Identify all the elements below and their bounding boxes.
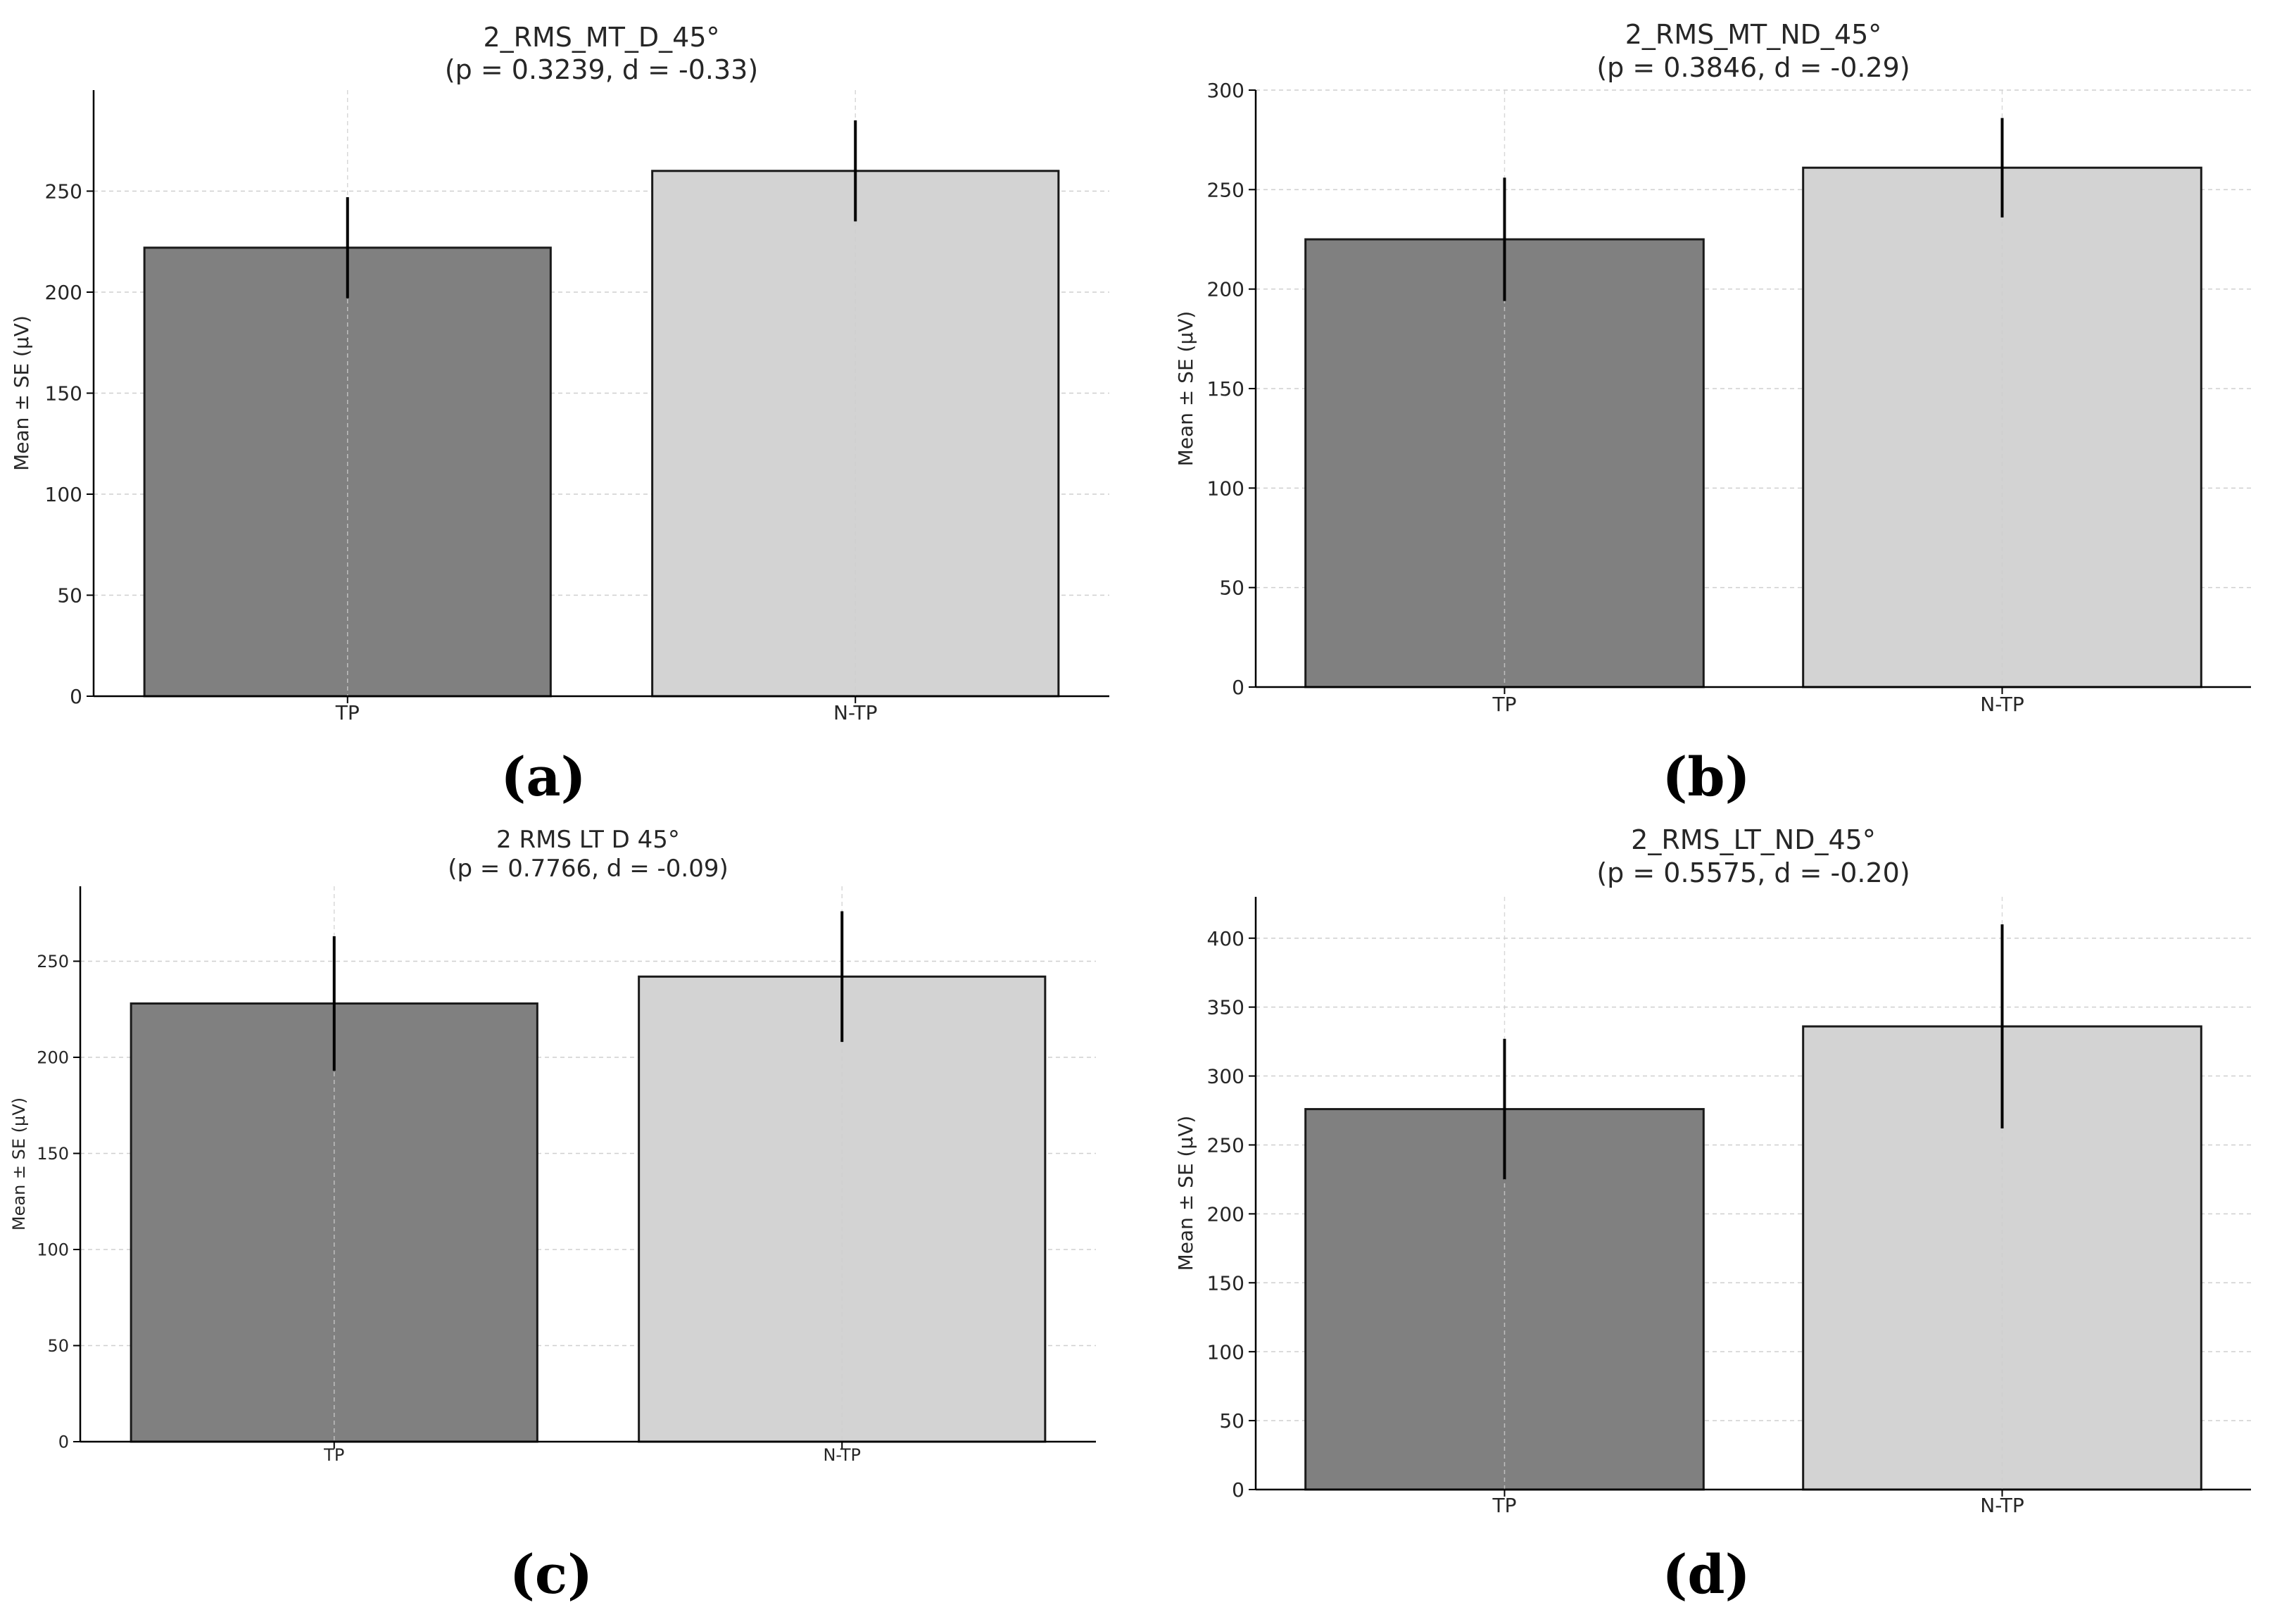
y-tick-label: 200 <box>37 1048 69 1068</box>
y-tick-label: 250 <box>1207 1134 1244 1157</box>
bar-n-tp[interactable] <box>638 975 1047 1443</box>
y-axis-label: Mean ± SE (µV) <box>1174 311 1197 467</box>
panel-label: (c) <box>510 1543 593 1606</box>
chart-subtitle: (p = 0.3846, d = -0.29) <box>1596 52 1910 83</box>
y-tick-label: 200 <box>1207 1202 1244 1226</box>
y-tick-label: 250 <box>37 952 69 971</box>
chart-panel-2: 0 50 100 150 200 250 TP N-TP Mean ± SE (µV) 2 RMS… <box>9 826 1096 1606</box>
y-axis-label: Mean ± SE (µV) <box>1174 1116 1197 1271</box>
x-tick-label-n-tp: N-TP <box>833 701 877 724</box>
chart-title: 2_RMS_MT_ND_45° <box>1625 19 1882 50</box>
y-axis-label: Mean ± SE (µV) <box>10 315 33 471</box>
chart-panel-0: 0 50 100 150 200 250 TP N-TP Mean ± SE (µV) 2_RMS… <box>10 22 1109 808</box>
x-tick-label-tp: TP <box>1492 693 1517 716</box>
y-axis-label: Mean ± SE (µV) <box>9 1097 29 1230</box>
y-tick-label: 200 <box>45 281 82 304</box>
y-tick-label: 0 <box>1232 676 1244 699</box>
y-tick-label: 100 <box>1207 477 1244 500</box>
y-tick-label: 300 <box>1207 1065 1244 1088</box>
y-tick-label: 100 <box>1207 1340 1244 1364</box>
y-tick-label: 200 <box>1207 278 1244 301</box>
x-tick-label-tp: TP <box>1492 1494 1517 1517</box>
y-tick-label: 300 <box>1207 79 1244 102</box>
y-tick-label: 400 <box>1207 927 1244 950</box>
chart-subtitle: (p = 0.5575, d = -0.20) <box>1596 857 1910 888</box>
panel-label: (b) <box>1662 745 1750 808</box>
chart-subtitle: (p = 0.7766, d = -0.09) <box>448 855 728 883</box>
x-tick-label-n-tp: N-TP <box>1980 693 2024 716</box>
x-tick-label-n-tp: N-TP <box>1980 1494 2024 1517</box>
chart-panel-1: 0 50 100 150 200 250 300 TP N-TP Mean ± SE (µV) 2_… <box>1174 19 2251 808</box>
chart-subtitle: (p = 0.3239, d = -0.33) <box>445 54 758 85</box>
chart-title: 2_RMS_MT_D_45° <box>483 22 719 53</box>
y-tick-label: 150 <box>45 382 82 405</box>
y-tick-label: 50 <box>47 1336 69 1356</box>
chart-title: 2 RMS LT D 45° <box>496 826 680 854</box>
y-tick-label: 150 <box>37 1144 69 1164</box>
y-tick-label: 150 <box>1207 377 1244 401</box>
y-tick-label: 0 <box>58 1433 69 1452</box>
y-tick-label: 100 <box>37 1240 69 1260</box>
y-tick-label: 0 <box>1232 1478 1244 1502</box>
y-tick-label: 50 <box>57 584 82 608</box>
y-tick-label: 250 <box>45 180 82 203</box>
y-tick-label: 250 <box>1207 178 1244 201</box>
y-tick-label: 350 <box>1207 996 1244 1019</box>
y-tick-label: 50 <box>1219 1409 1244 1433</box>
y-tick-label: 150 <box>1207 1271 1244 1295</box>
x-tick-label-tp: TP <box>323 1445 344 1465</box>
chart-panel-3: 0 50 100 150 200 250 300 350 400 TP N-TP Mean ± SE … <box>1174 824 2251 1606</box>
y-tick-label: 0 <box>70 685 82 708</box>
y-tick-label: 100 <box>45 483 82 506</box>
x-tick-label-tp: TP <box>335 701 360 724</box>
x-tick-label-n-tp: N-TP <box>823 1445 861 1465</box>
panel-label: (d) <box>1662 1543 1750 1606</box>
panel-label: (a) <box>500 745 586 808</box>
y-tick-label: 50 <box>1219 577 1244 600</box>
chart-title: 2_RMS_LT_ND_45° <box>1631 824 1876 855</box>
